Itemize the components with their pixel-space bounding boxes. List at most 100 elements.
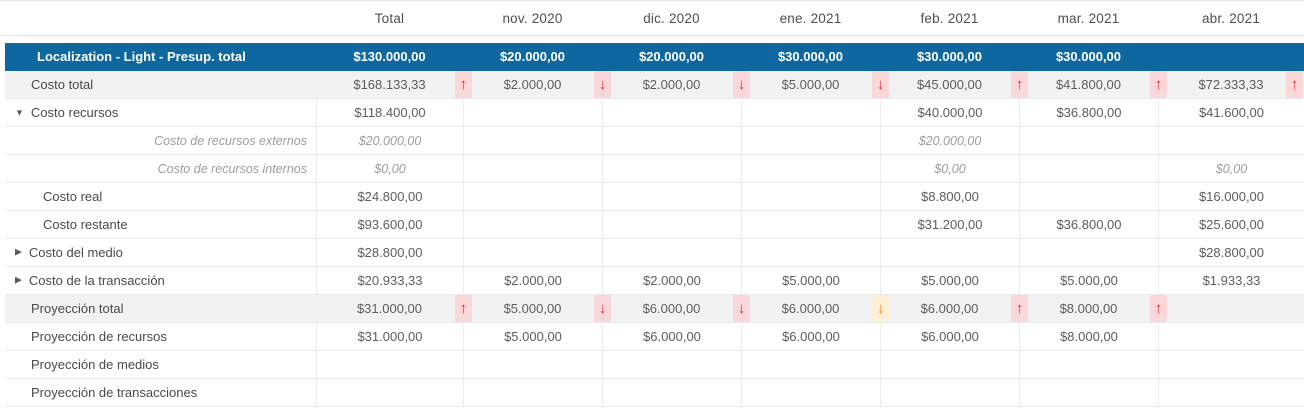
row-label-text: Costo de recursos externos bbox=[154, 133, 307, 148]
cell-value: $2.000,00 bbox=[643, 273, 701, 288]
expand-row-icon[interactable]: ▶ bbox=[15, 274, 22, 285]
trend-up-icon: ↑ bbox=[455, 71, 472, 98]
cell-costo-total-col1: $168.133,33 ↑ bbox=[316, 71, 472, 98]
cell-value: $45.000,00 bbox=[916, 77, 983, 92]
cell-value: $8.000,00 bbox=[1059, 301, 1118, 316]
cell-proyeccion-total-col4: $6.000,00 ↓ bbox=[741, 295, 889, 322]
cell-proyeccion-de-transacciones-col2 bbox=[463, 379, 602, 406]
row-label-text: Costo de la transacción bbox=[28, 273, 165, 288]
cell-costo-recursos-col6: $36.800,00 bbox=[1019, 99, 1158, 126]
cell-costo-de-la-transaccion-col6: $5.000,00 bbox=[1019, 267, 1158, 294]
table-row-costo-recursos-internos: Costo de recursos internos $0,00 $0,00 $0,0… bbox=[5, 155, 1304, 183]
cell-costo-del-medio-col5 bbox=[880, 239, 1019, 266]
cell-proyeccion-total-col1: $31.000,00 ↑ bbox=[316, 295, 472, 322]
cell-value: $20.000,00 bbox=[358, 133, 422, 148]
cell-value: $25.600,00 bbox=[1198, 217, 1265, 232]
cell-value: $5.000,00 bbox=[503, 301, 562, 316]
cell-costo-del-medio-col3 bbox=[602, 239, 741, 266]
cell-costo-recursos-col5: $40.000,00 bbox=[880, 99, 1019, 126]
cell-costo-recursos-externos-col4 bbox=[741, 127, 880, 154]
cell-budget-total-col3: $20.000,00 bbox=[602, 43, 741, 70]
cell-value: $5.000,00 bbox=[782, 273, 840, 288]
cell-costo-de-la-transaccion-col2: $2.000,00 bbox=[463, 267, 602, 294]
cell-proyeccion-de-medios-col6 bbox=[1019, 351, 1158, 378]
cell-value: $20.000,00 bbox=[638, 49, 705, 64]
cell-costo-real-col7: $16.000,00 bbox=[1158, 183, 1304, 210]
cell-value: $31.200,00 bbox=[917, 217, 983, 232]
table-row-costo-real: Costo real $24.800,00 $8.800,00 $16.000,00 bbox=[5, 183, 1304, 211]
column-header-mar-2021: mar. 2021 bbox=[1057, 10, 1120, 26]
cell-costo-de-la-transaccion-col3: $2.000,00 bbox=[602, 267, 741, 294]
row-label-text: Costo del medio bbox=[28, 245, 123, 260]
cell-value: $6.000,00 bbox=[921, 329, 979, 344]
cell-value: $6.000,00 bbox=[643, 329, 701, 344]
cell-value: $168.133,33 bbox=[353, 77, 426, 92]
table-row-proyeccion-de-transacciones: Proyección de transacciones bbox=[5, 379, 1304, 407]
row-label: Localization - Light - Presup. total bbox=[5, 43, 316, 70]
cell-costo-real-col3 bbox=[602, 183, 741, 210]
trend-down-icon: ↓ bbox=[733, 71, 750, 98]
table-row-costo-recursos-externos: Costo de recursos externos $20.000,00 $20.… bbox=[5, 127, 1304, 155]
expand-row-icon[interactable]: ▶ bbox=[15, 246, 22, 257]
cell-value: $30.000,00 bbox=[1055, 49, 1122, 64]
row-label: Costo de recursos externos bbox=[5, 127, 316, 154]
cell-value: $5.000,00 bbox=[1060, 273, 1118, 288]
cell-costo-de-la-transaccion-col7: $1.933,33 bbox=[1158, 267, 1304, 294]
table-row-costo-del-medio: ▶ Costo del medio $28.800,00 $28.800,00 bbox=[5, 239, 1304, 267]
row-label: Costo total bbox=[5, 71, 316, 98]
table-row-proyeccion-de-recursos: Proyección de recursos $31.000,00 $5.000,0… bbox=[5, 323, 1304, 351]
cell-value: $2.000,00 bbox=[503, 77, 562, 92]
trend-down-icon: ↓ bbox=[872, 71, 889, 98]
cell-proyeccion-de-transacciones-col7 bbox=[1158, 379, 1304, 406]
table-row-budget-total: Localization - Light - Presup. total $130… bbox=[5, 43, 1304, 71]
cell-value: $0,00 bbox=[934, 161, 966, 176]
cell-budget-total-col7 bbox=[1158, 43, 1304, 70]
cell-costo-restante-col2 bbox=[463, 211, 602, 238]
cell-value: $20.000,00 bbox=[918, 133, 982, 148]
cell-costo-total-col2: $2.000,00 ↓ bbox=[463, 71, 611, 98]
cell-costo-restante-col1: $93.600,00 bbox=[316, 211, 463, 238]
cell-costo-del-medio-col4 bbox=[741, 239, 880, 266]
cell-value: $16.000,00 bbox=[1198, 189, 1265, 204]
row-label: Costo restante bbox=[5, 211, 316, 238]
cell-costo-recursos-col7: $41.600,00 bbox=[1158, 99, 1304, 126]
cell-proyeccion-de-recursos-col2: $5.000,00 bbox=[463, 323, 602, 350]
cell-proyeccion-total-col5: $6.000,00 ↑ bbox=[880, 295, 1028, 322]
cell-value: $41.600,00 bbox=[1198, 105, 1265, 120]
trend-down-icon: ↓ bbox=[594, 295, 611, 322]
cell-costo-recursos-externos-col6 bbox=[1019, 127, 1158, 154]
cell-proyeccion-de-transacciones-col4 bbox=[741, 379, 880, 406]
cell-costo-recursos-internos-col7: $0,00 bbox=[1158, 155, 1304, 182]
cell-costo-total-col6: $41.800,00 ↑ bbox=[1019, 71, 1167, 98]
trend-up-icon: ↑ bbox=[1011, 295, 1028, 322]
row-label: Costo real bbox=[5, 183, 316, 210]
cell-budget-total-col6: $30.000,00 bbox=[1019, 43, 1158, 70]
cell-costo-real-col1: $24.800,00 bbox=[316, 183, 463, 210]
cell-value: $40.000,00 bbox=[917, 105, 983, 120]
cell-budget-total-col2: $20.000,00 bbox=[463, 43, 602, 70]
row-label-text: Costo total bbox=[31, 77, 94, 92]
cell-costo-total-col3: $2.000,00 ↓ bbox=[602, 71, 750, 98]
cell-proyeccion-de-recursos-col5: $6.000,00 bbox=[880, 323, 1019, 350]
cell-costo-de-la-transaccion-col1: $20.933,33 bbox=[316, 267, 463, 294]
cell-proyeccion-de-medios-col5 bbox=[880, 351, 1019, 378]
row-label-text: Localization - Light - Presup. total bbox=[37, 49, 246, 64]
cell-costo-restante-col4 bbox=[741, 211, 880, 238]
trend-down-icon: ↓ bbox=[733, 295, 750, 322]
cell-costo-restante-col3 bbox=[602, 211, 741, 238]
column-header-total: Total bbox=[374, 10, 405, 26]
cell-value: $0,00 bbox=[374, 161, 406, 176]
trend-down-icon: ↓ bbox=[872, 295, 889, 322]
collapse-row-icon[interactable]: ▼ bbox=[15, 107, 24, 117]
trend-up-icon: ↑ bbox=[1150, 71, 1167, 98]
cell-value: $8.000,00 bbox=[1060, 329, 1118, 344]
cell-costo-recursos-col3 bbox=[602, 99, 741, 126]
cell-costo-total-col7: $72.333,33 ↑ bbox=[1158, 71, 1304, 98]
cell-costo-total-col4: $5.000,00 ↓ bbox=[741, 71, 889, 98]
trend-up-icon: ↑ bbox=[455, 295, 472, 322]
table-row-costo-restante: Costo restante $93.600,00 $31.200,00 $36.80… bbox=[5, 211, 1304, 239]
table-row-costo-recursos: ▼ Costo recursos $118.400,00 $40.000,00 $36.… bbox=[5, 99, 1304, 127]
cell-value: $130.000,00 bbox=[353, 49, 426, 64]
cell-value: $6.000,00 bbox=[781, 301, 840, 316]
cell-proyeccion-de-recursos-col7 bbox=[1158, 323, 1304, 350]
